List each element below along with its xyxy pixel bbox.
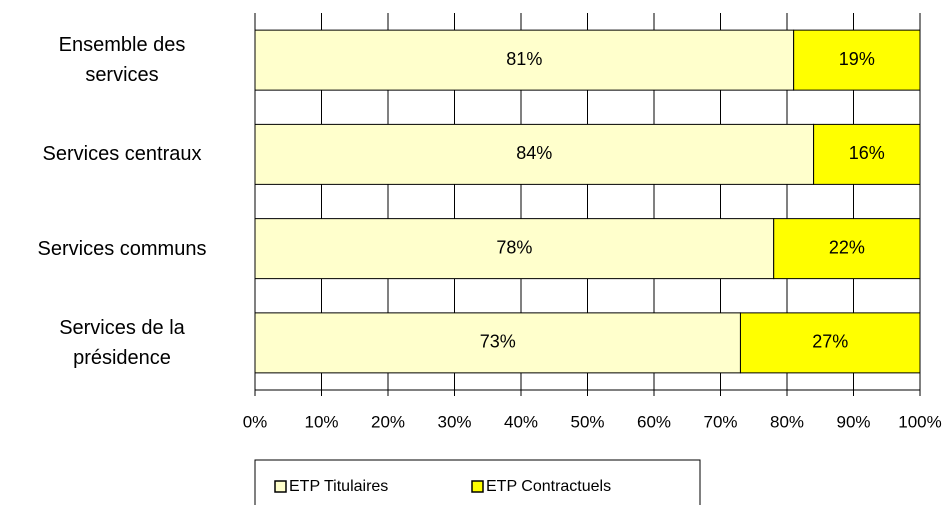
- x-tick-label: 90%: [836, 412, 870, 431]
- x-tick-label: 100%: [898, 412, 941, 431]
- data-label: 73%: [480, 332, 516, 352]
- bar-segment: [254, 29, 795, 91]
- data-label: 22%: [829, 237, 865, 257]
- x-tick-label: 20%: [371, 412, 405, 431]
- y-tick-label: Services communs: [37, 237, 207, 260]
- data-label: 16%: [849, 143, 885, 163]
- data-label: 84%: [516, 143, 552, 163]
- x-tick-label: 50%: [570, 412, 604, 431]
- data-label: 27%: [812, 332, 848, 352]
- bar-segment: [739, 312, 921, 374]
- legend-label: ETP Contractuels: [486, 478, 611, 495]
- legend-label: ETP Titulaires: [289, 478, 388, 495]
- x-tick-label: 80%: [770, 412, 804, 431]
- bar-segment: [254, 312, 741, 374]
- x-tick-label: 30%: [437, 412, 471, 431]
- data-label: 78%: [496, 237, 532, 257]
- x-tick-label: 0%: [243, 412, 268, 431]
- data-label: 81%: [506, 49, 542, 69]
- x-tick-label: 40%: [504, 412, 538, 431]
- bar-segment: [793, 29, 921, 91]
- bar-segment: [813, 123, 921, 185]
- bar-segment: [254, 123, 815, 185]
- x-tick-label: 60%: [637, 412, 671, 431]
- y-tick-label: Services centraux: [42, 143, 202, 166]
- bar-segment: [254, 218, 775, 280]
- y-tick-label: Services de la présidence: [59, 316, 185, 369]
- bar-segment: [773, 218, 921, 280]
- y-tick-label: Ensemble des services: [58, 34, 186, 87]
- x-tick-label: 10%: [304, 412, 338, 431]
- data-label: 19%: [839, 49, 875, 69]
- legend-swatch: [274, 480, 287, 493]
- x-tick-label: 70%: [703, 412, 737, 431]
- legend-swatch: [471, 480, 484, 493]
